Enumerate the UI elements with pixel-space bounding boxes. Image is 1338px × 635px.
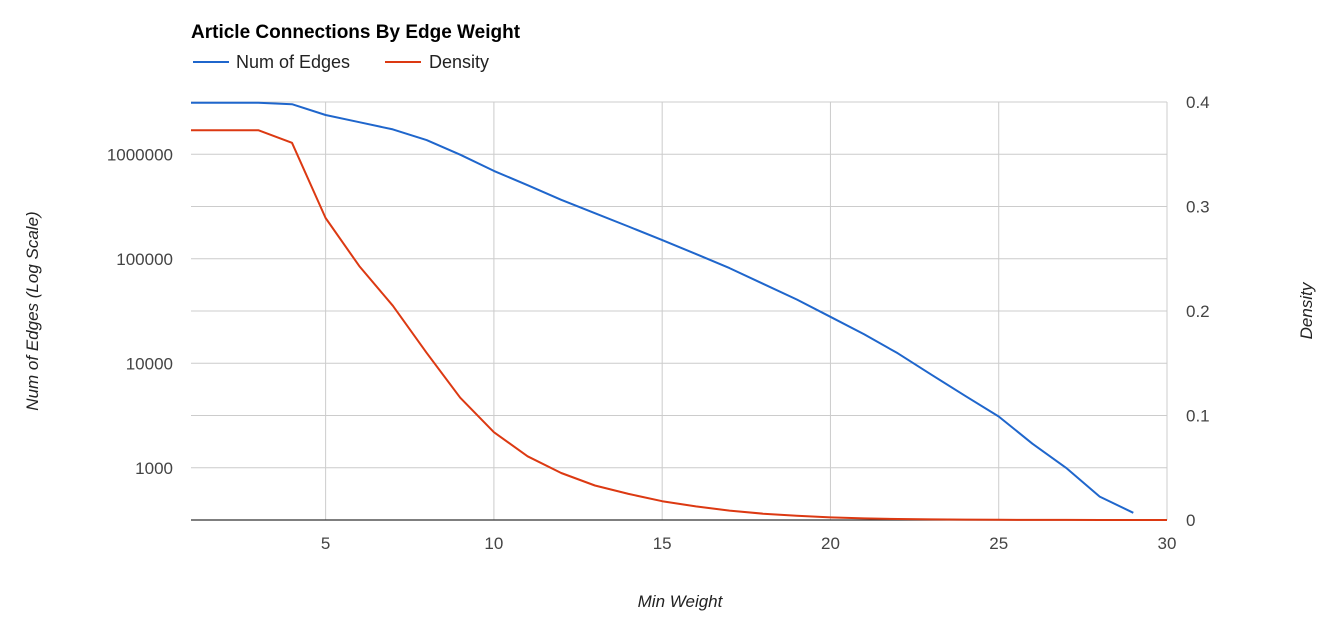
y-left-tick-label-10000: 10000 [126, 354, 173, 373]
legend-label-num-of-edges: Num of Edges [236, 52, 350, 72]
x-axis-title: Min Weight [638, 592, 724, 611]
x-tick-label-15: 15 [653, 534, 672, 553]
legend: Num of Edges Density [193, 52, 489, 72]
y-left-tick-label-100000: 100000 [116, 250, 173, 269]
series-line-num-of-edges [191, 101, 1134, 514]
y-right-tick-label-0-4: 0.4 [1186, 93, 1210, 112]
y-left-tick-label-1000: 1000 [135, 459, 173, 478]
x-tick-label-10: 10 [484, 534, 503, 553]
y-right-tick-label-0: 0 [1186, 511, 1195, 530]
legend-label-density: Density [429, 52, 489, 72]
y-right-tick-label-0-2: 0.2 [1186, 302, 1210, 321]
y-right-tick-label-0-1: 0.1 [1186, 407, 1210, 426]
gridlines [191, 101, 1168, 520]
series-lines [191, 101, 1167, 521]
x-tick-label-5: 5 [321, 534, 330, 553]
y-right-tick-label-0-3: 0.3 [1186, 198, 1210, 217]
y-axis-left-title: Num of Edges (Log Scale) [23, 211, 42, 410]
y-left-tick-label-1000000: 1000000 [107, 146, 173, 165]
tick-labels: 5 10 15 20 25 30 1000 10000 100000 1000000 0 0.1 0.2… [107, 93, 1210, 553]
chart-title: Article Connections By Edge Weight [191, 22, 521, 43]
x-tick-label-30: 30 [1158, 534, 1177, 553]
y-axis-right-title: Density [1297, 281, 1316, 339]
x-tick-label-25: 25 [989, 534, 1008, 553]
x-tick-label-20: 20 [821, 534, 840, 553]
series-line-density [191, 129, 1167, 521]
